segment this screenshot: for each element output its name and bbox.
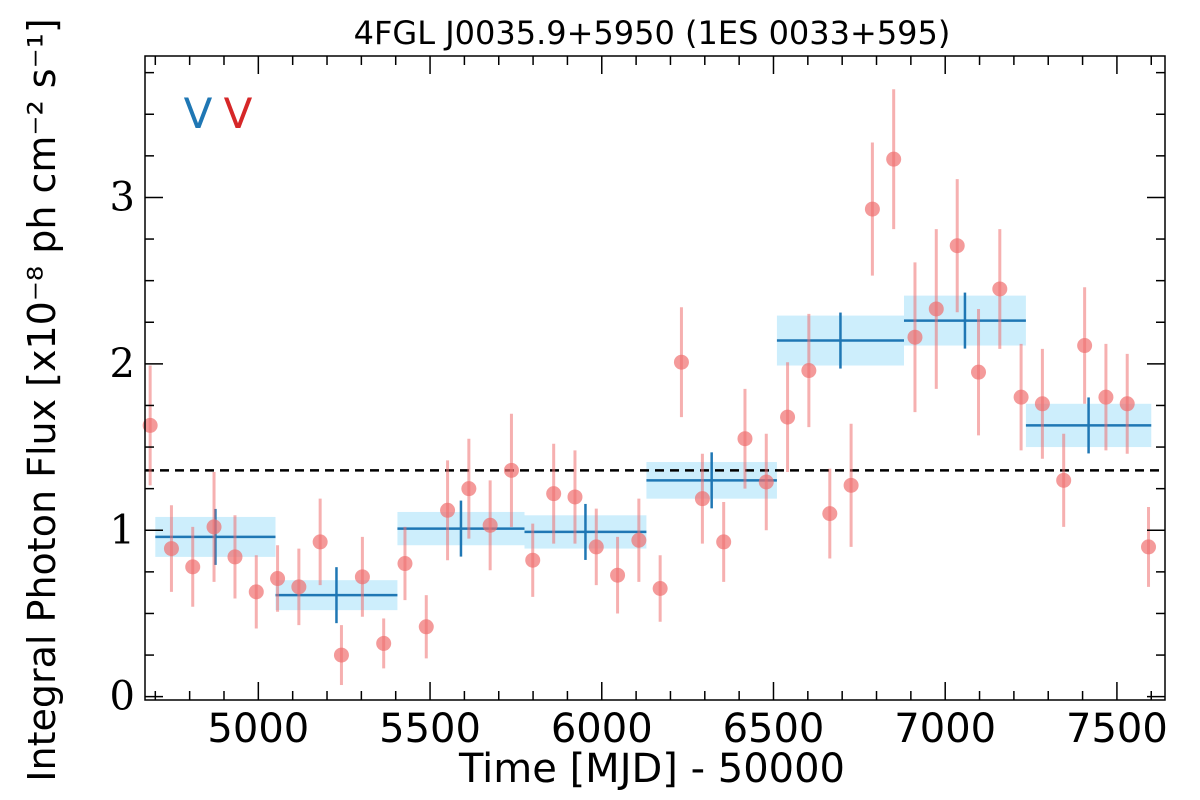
data-point: [546, 486, 562, 502]
data-point: [227, 549, 243, 565]
data-point: [206, 519, 222, 535]
x-tick-label: 5500: [379, 706, 481, 752]
chart-title: 4FGL J0035.9+5950 (1ES 0033+595): [354, 14, 951, 52]
data-point: [652, 581, 668, 597]
data-point: [163, 541, 179, 557]
data-point: [1013, 389, 1029, 405]
y-tick-label: 3: [110, 174, 135, 220]
data-point: [397, 556, 413, 572]
data-point: [1056, 472, 1072, 488]
data-point: [864, 201, 880, 217]
data-point: [886, 151, 902, 167]
data-point: [631, 532, 647, 548]
x-tick-label: 5000: [207, 706, 309, 752]
data-point: [780, 409, 796, 425]
data-point: [992, 281, 1008, 297]
data-point: [716, 534, 732, 550]
data-point: [1077, 338, 1093, 354]
data-point: [928, 301, 944, 317]
plot-area: 5000 5500 6000 6500 7000 7500 0 1 2 3 V V: [110, 55, 1168, 752]
data-point: [482, 517, 498, 533]
x-tick-label: 6000: [551, 706, 653, 752]
y-tick-label: 2: [110, 341, 135, 387]
data-point: [503, 462, 519, 478]
marker-label: V: [184, 89, 213, 138]
data-point: [440, 502, 456, 518]
data-point: [1141, 539, 1157, 555]
data-point: [333, 647, 349, 663]
data-point: [801, 363, 817, 379]
data-point: [567, 489, 583, 505]
data-point: [354, 569, 370, 585]
y-axis-label: Integral Photon Flux [x10⁻⁸ ph cm⁻² s⁻¹]: [20, 18, 64, 781]
data-point: [418, 619, 434, 635]
data-point: [673, 354, 689, 370]
data-point: [822, 506, 838, 522]
data-point: [461, 481, 477, 497]
data-point: [843, 477, 859, 493]
data-point: [1119, 396, 1135, 412]
data-point: [949, 238, 965, 254]
y-tick-label: 0: [110, 674, 135, 720]
x-axis-label: Time [MJD] - 50000: [458, 746, 845, 792]
x-tick-label: 7000: [894, 706, 996, 752]
data-point: [907, 329, 923, 345]
data-point: [185, 559, 201, 575]
data-point: [312, 534, 328, 550]
data-point: [758, 474, 774, 490]
data-point: [376, 635, 392, 651]
data-point: [248, 584, 264, 600]
marker-label: V: [224, 89, 253, 138]
data-point: [525, 552, 541, 568]
data-point: [1098, 389, 1114, 405]
data-point: [694, 491, 710, 507]
data-point: [610, 567, 626, 583]
data-point: [1034, 396, 1050, 412]
data-point: [588, 539, 604, 555]
data-point: [270, 571, 286, 587]
plot-frame: [144, 55, 1166, 701]
data-point: [737, 431, 753, 447]
x-tick-label: 7500: [1066, 706, 1168, 752]
data-point: [142, 417, 158, 433]
data-point: [291, 579, 307, 595]
x-tick-label: 6500: [723, 706, 825, 752]
y-tick-label: 1: [110, 507, 135, 553]
data-point: [971, 364, 987, 380]
